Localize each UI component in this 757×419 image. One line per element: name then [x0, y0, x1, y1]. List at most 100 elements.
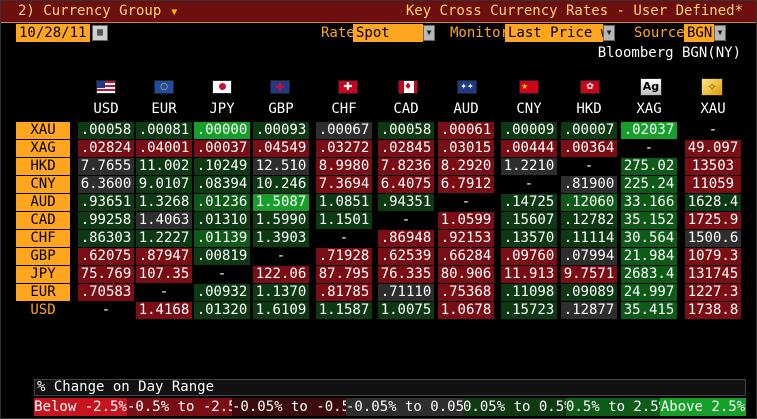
rate-cell[interactable]: 1500.6 [685, 230, 741, 247]
rate-cell[interactable]: 1.1587 [316, 302, 372, 319]
rate-cell[interactable]: .01139 [194, 230, 250, 247]
rate-cell[interactable]: 7.7655 [78, 158, 134, 175]
rate-cell[interactable]: .87947 [136, 248, 192, 265]
rate-cell[interactable]: .11098 [501, 284, 557, 301]
rate-cell[interactable]: 7.3694 [316, 176, 372, 193]
column-header-eur[interactable]: EUR [151, 101, 177, 117]
rate-cell[interactable]: .93651 [78, 194, 134, 211]
rate-cell[interactable]: 11.913 [501, 266, 557, 283]
column-header-cad[interactable]: CAD [393, 101, 419, 117]
rate-cell[interactable]: 275.02 [621, 158, 677, 175]
rate-cell[interactable]: 131745 [685, 266, 741, 283]
rate-cell[interactable]: .03272 [316, 140, 372, 157]
row-header-usd[interactable]: USD [30, 302, 56, 318]
row-header-eur[interactable]: EUR [16, 284, 70, 301]
column-header-usd[interactable]: USD [93, 101, 119, 117]
rate-cell[interactable]: 1.0599 [438, 212, 494, 229]
rate-cell[interactable]: 1725.9 [685, 212, 741, 229]
rate-cell[interactable]: .14725 [501, 194, 557, 211]
rate-cell[interactable]: .04549 [253, 140, 309, 157]
calendar-icon[interactable]: ▦ [92, 25, 108, 41]
rate-cell[interactable]: 8.9980 [316, 158, 372, 175]
rate-cell[interactable]: 76.335 [378, 266, 434, 283]
row-header-xag[interactable]: XAG [16, 140, 70, 157]
rate-cell[interactable]: 9.7571 [561, 266, 617, 283]
rate-cell[interactable]: .09089 [561, 284, 617, 301]
rate-cell[interactable]: 33.166 [621, 194, 677, 211]
monitor-dropdown-icon[interactable]: ▼ [603, 25, 615, 41]
rate-cell[interactable]: 35.152 [621, 212, 677, 229]
rate-cell[interactable]: .86948 [378, 230, 434, 247]
rate-cell[interactable]: 1.4168 [136, 302, 192, 319]
rate-cell[interactable]: 1.5990 [253, 212, 309, 229]
rate-cell[interactable]: .10249 [194, 158, 250, 175]
date-field[interactable]: 10/28/11 [16, 24, 90, 42]
rate-cell[interactable]: 1.4063 [136, 212, 192, 229]
rate-cell[interactable]: .09760 [501, 248, 557, 265]
rate-cell[interactable]: .62075 [78, 248, 134, 265]
rate-cell[interactable]: 1.0851 [316, 194, 372, 211]
rate-cell[interactable]: .02824 [78, 140, 134, 157]
rate-cell[interactable]: 75.769 [78, 266, 134, 283]
rate-cell[interactable]: .00067 [316, 122, 372, 139]
rate-cell[interactable]: 1079.3 [685, 248, 741, 265]
column-header-xag[interactable]: XAG [636, 101, 662, 117]
rate-cell[interactable]: 1738.8 [685, 302, 741, 319]
rate-cell[interactable]: .00819 [194, 248, 250, 265]
rate-cell[interactable]: .04001 [136, 140, 192, 157]
rate-cell[interactable]: 1.2210 [501, 158, 557, 175]
rate-cell[interactable]: 49.097 [685, 140, 741, 157]
rate-cell[interactable]: 122.06 [253, 266, 309, 283]
rate-cell[interactable]: .00093 [253, 122, 309, 139]
rate-cell[interactable]: 7.8236 [378, 158, 434, 175]
rate-cell[interactable]: .99258 [78, 212, 134, 229]
rate-cell[interactable]: 11059 [685, 176, 741, 193]
column-header-cny[interactable]: CNY [516, 101, 542, 117]
row-header-cny[interactable]: CNY [16, 176, 70, 193]
rate-cell[interactable]: .02845 [378, 140, 434, 157]
rate-cell[interactable]: .02037 [621, 122, 677, 139]
rate-cell[interactable]: 8.2920 [438, 158, 494, 175]
row-header-gbp[interactable]: GBP [16, 248, 70, 265]
rate-cell[interactable]: .15723 [501, 302, 557, 319]
rate-cell[interactable]: .11114 [561, 230, 617, 247]
rate-cell[interactable]: 13503 [685, 158, 741, 175]
rate-cell[interactable]: .12060 [561, 194, 617, 211]
row-header-aud[interactable]: AUD [16, 194, 70, 211]
column-header-chf[interactable]: CHF [331, 101, 357, 117]
column-header-gbp[interactable]: GBP [268, 101, 294, 117]
source-dropdown-icon[interactable]: ▼ [714, 25, 726, 41]
rate-cell[interactable]: 1.6109 [253, 302, 309, 319]
rate-cell[interactable]: 6.3600 [78, 176, 134, 193]
rate-cell[interactable]: .00081 [136, 122, 192, 139]
rate-cell[interactable]: .03015 [438, 140, 494, 157]
column-header-jpy[interactable]: JPY [209, 101, 235, 117]
rate-cell[interactable]: 1.2227 [136, 230, 192, 247]
monitor-select[interactable]: Last Price w/ [505, 24, 603, 42]
rate-cell[interactable]: .66284 [438, 248, 494, 265]
rate-cell[interactable]: .86303 [78, 230, 134, 247]
rate-cell[interactable]: 35.415 [621, 302, 677, 319]
rate-cell[interactable]: 107.35 [136, 266, 192, 283]
rate-dropdown-icon[interactable]: ▼ [423, 25, 435, 41]
rate-cell[interactable]: 1.0678 [438, 302, 494, 319]
rate-cell[interactable]: .00007 [561, 122, 617, 139]
rate-cell[interactable]: 30.564 [621, 230, 677, 247]
column-header-hkd[interactable]: HKD [576, 101, 602, 117]
rate-cell[interactable]: .00364 [561, 140, 617, 157]
rate-cell[interactable]: 1.0075 [378, 302, 434, 319]
rate-cell[interactable]: .81900 [561, 176, 617, 193]
rate-cell[interactable]: .62539 [378, 248, 434, 265]
rate-cell[interactable]: .71928 [316, 248, 372, 265]
rate-cell[interactable]: 1.3268 [136, 194, 192, 211]
rate-cell[interactable]: 24.997 [621, 284, 677, 301]
rate-cell[interactable]: .12877 [561, 302, 617, 319]
rate-cell[interactable]: .00058 [378, 122, 434, 139]
rate-cell[interactable]: .00444 [501, 140, 557, 157]
rate-cell[interactable]: 1.5087 [253, 194, 309, 211]
row-header-cad[interactable]: CAD [16, 212, 70, 229]
caret-down-icon[interactable]: ▼ [171, 7, 178, 18]
rate-cell[interactable]: .00058 [78, 122, 134, 139]
rate-cell[interactable]: 9.0107 [136, 176, 192, 193]
row-header-hkd[interactable]: HKD [16, 158, 70, 175]
